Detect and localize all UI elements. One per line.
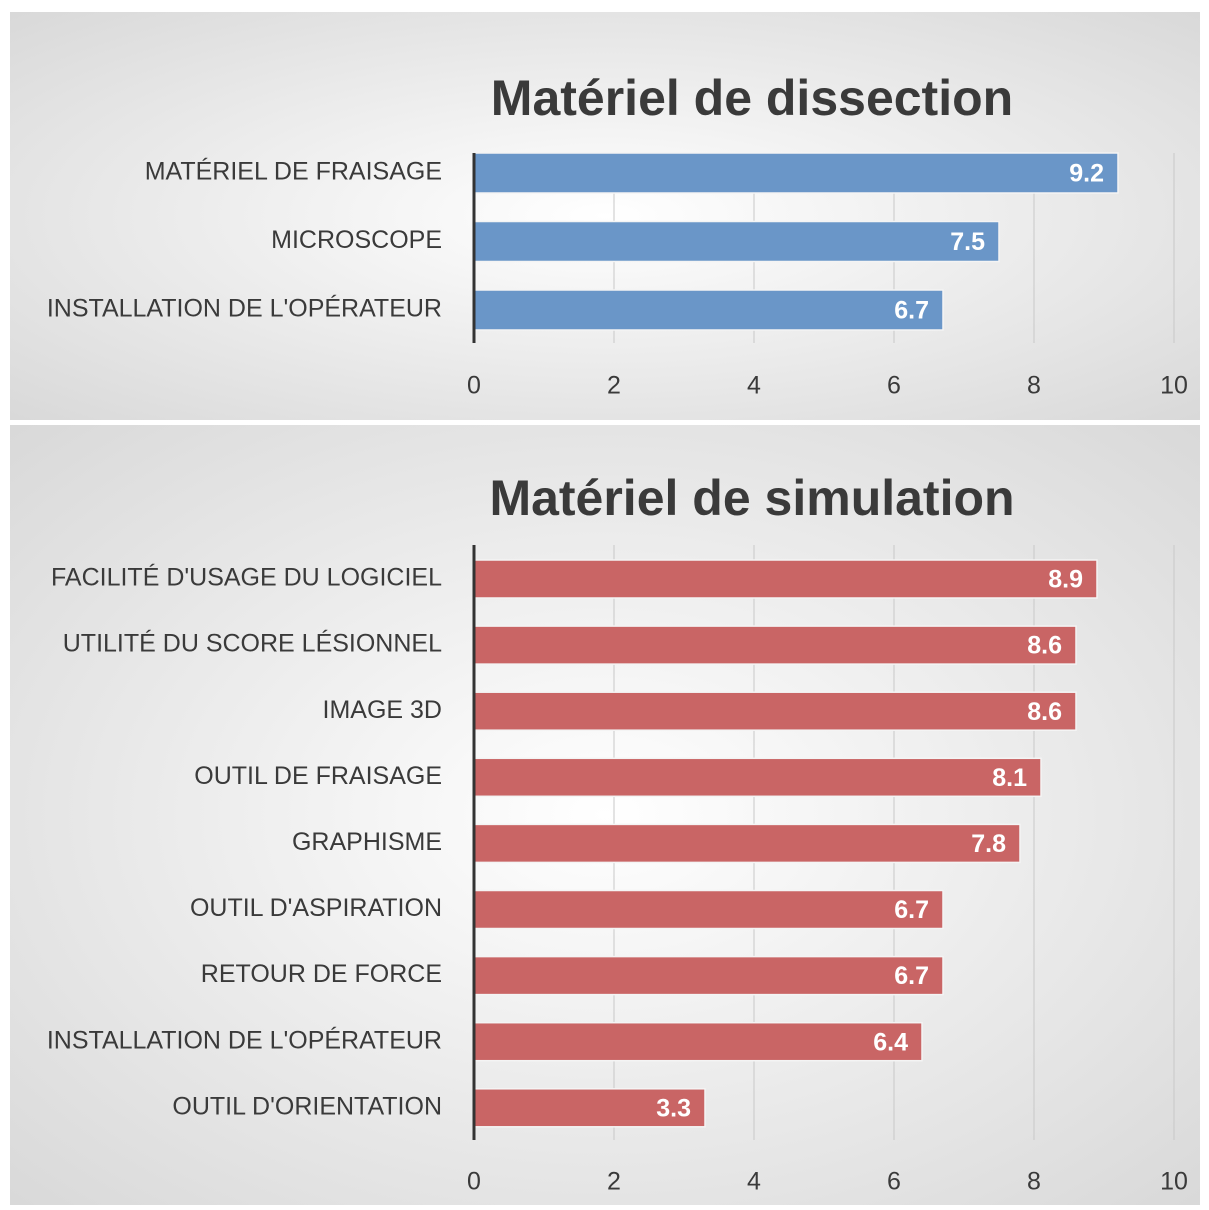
panel [10, 425, 1200, 1205]
bar [473, 691, 1077, 731]
data-label: 6.4 [873, 1028, 908, 1056]
data-label: 8.1 [992, 764, 1027, 792]
bar [473, 823, 1021, 864]
x-tick-label: 4 [747, 372, 761, 400]
data-label: 8.9 [1048, 566, 1083, 594]
y-tick-label: INSTALLATION DE L'OPÉRATEUR [47, 294, 442, 323]
x-tick-label: 8 [1027, 1168, 1041, 1196]
bar [473, 559, 1098, 599]
y-tick-label: MICROSCOPE [271, 226, 442, 254]
bar [473, 625, 1077, 665]
x-tick-label: 0 [467, 372, 481, 400]
y-tick-label: RETOUR DE FORCE [201, 960, 442, 988]
chart-title: Matériel de simulation [489, 470, 1014, 526]
bar [473, 1021, 923, 1062]
x-tick-label: 10 [1160, 372, 1188, 400]
x-tick-label: 6 [887, 1168, 901, 1196]
data-label: 9.2 [1069, 160, 1104, 188]
x-tick-label: 4 [747, 1168, 761, 1196]
data-label: 6.7 [894, 297, 929, 325]
data-label: 7.5 [950, 228, 985, 256]
x-tick-label: 2 [607, 1168, 621, 1196]
y-tick-label: GRAPHISME [292, 828, 442, 856]
panel [10, 12, 1200, 420]
data-label: 6.7 [894, 896, 929, 924]
y-tick-label: IMAGE 3D [323, 696, 442, 724]
data-label: 8.6 [1027, 698, 1062, 726]
y-tick-label: UTILITÉ DU SCORE LÉSIONNEL [63, 629, 442, 658]
y-tick-label: MATÉRIEL DE FRAISAGE [145, 157, 442, 186]
x-tick-label: 6 [887, 372, 901, 400]
data-label: 6.7 [894, 962, 929, 990]
bar [473, 152, 1119, 194]
x-tick-label: 8 [1027, 372, 1041, 400]
x-tick-label: 10 [1160, 1168, 1188, 1196]
bar [473, 757, 1042, 798]
y-tick-label: FACILITÉ D'USAGE DU LOGICIEL [51, 563, 442, 592]
x-tick-label: 2 [607, 372, 621, 400]
data-label: 7.8 [971, 830, 1006, 858]
data-label: 8.6 [1027, 632, 1062, 660]
y-tick-label: OUTIL D'ORIENTATION [172, 1092, 442, 1120]
y-tick-label: OUTIL D'ASPIRATION [190, 894, 442, 922]
y-tick-label: OUTIL DE FRAISAGE [194, 762, 442, 790]
y-tick-label: INSTALLATION DE L'OPÉRATEUR [47, 1025, 442, 1054]
bar [473, 889, 944, 930]
data-label: 3.3 [656, 1094, 691, 1122]
chart-title: Matériel de dissection [491, 70, 1013, 126]
x-tick-label: 0 [467, 1168, 481, 1196]
bar [473, 1088, 706, 1128]
bar [473, 289, 944, 331]
bar [473, 955, 944, 996]
bar [473, 220, 1000, 263]
